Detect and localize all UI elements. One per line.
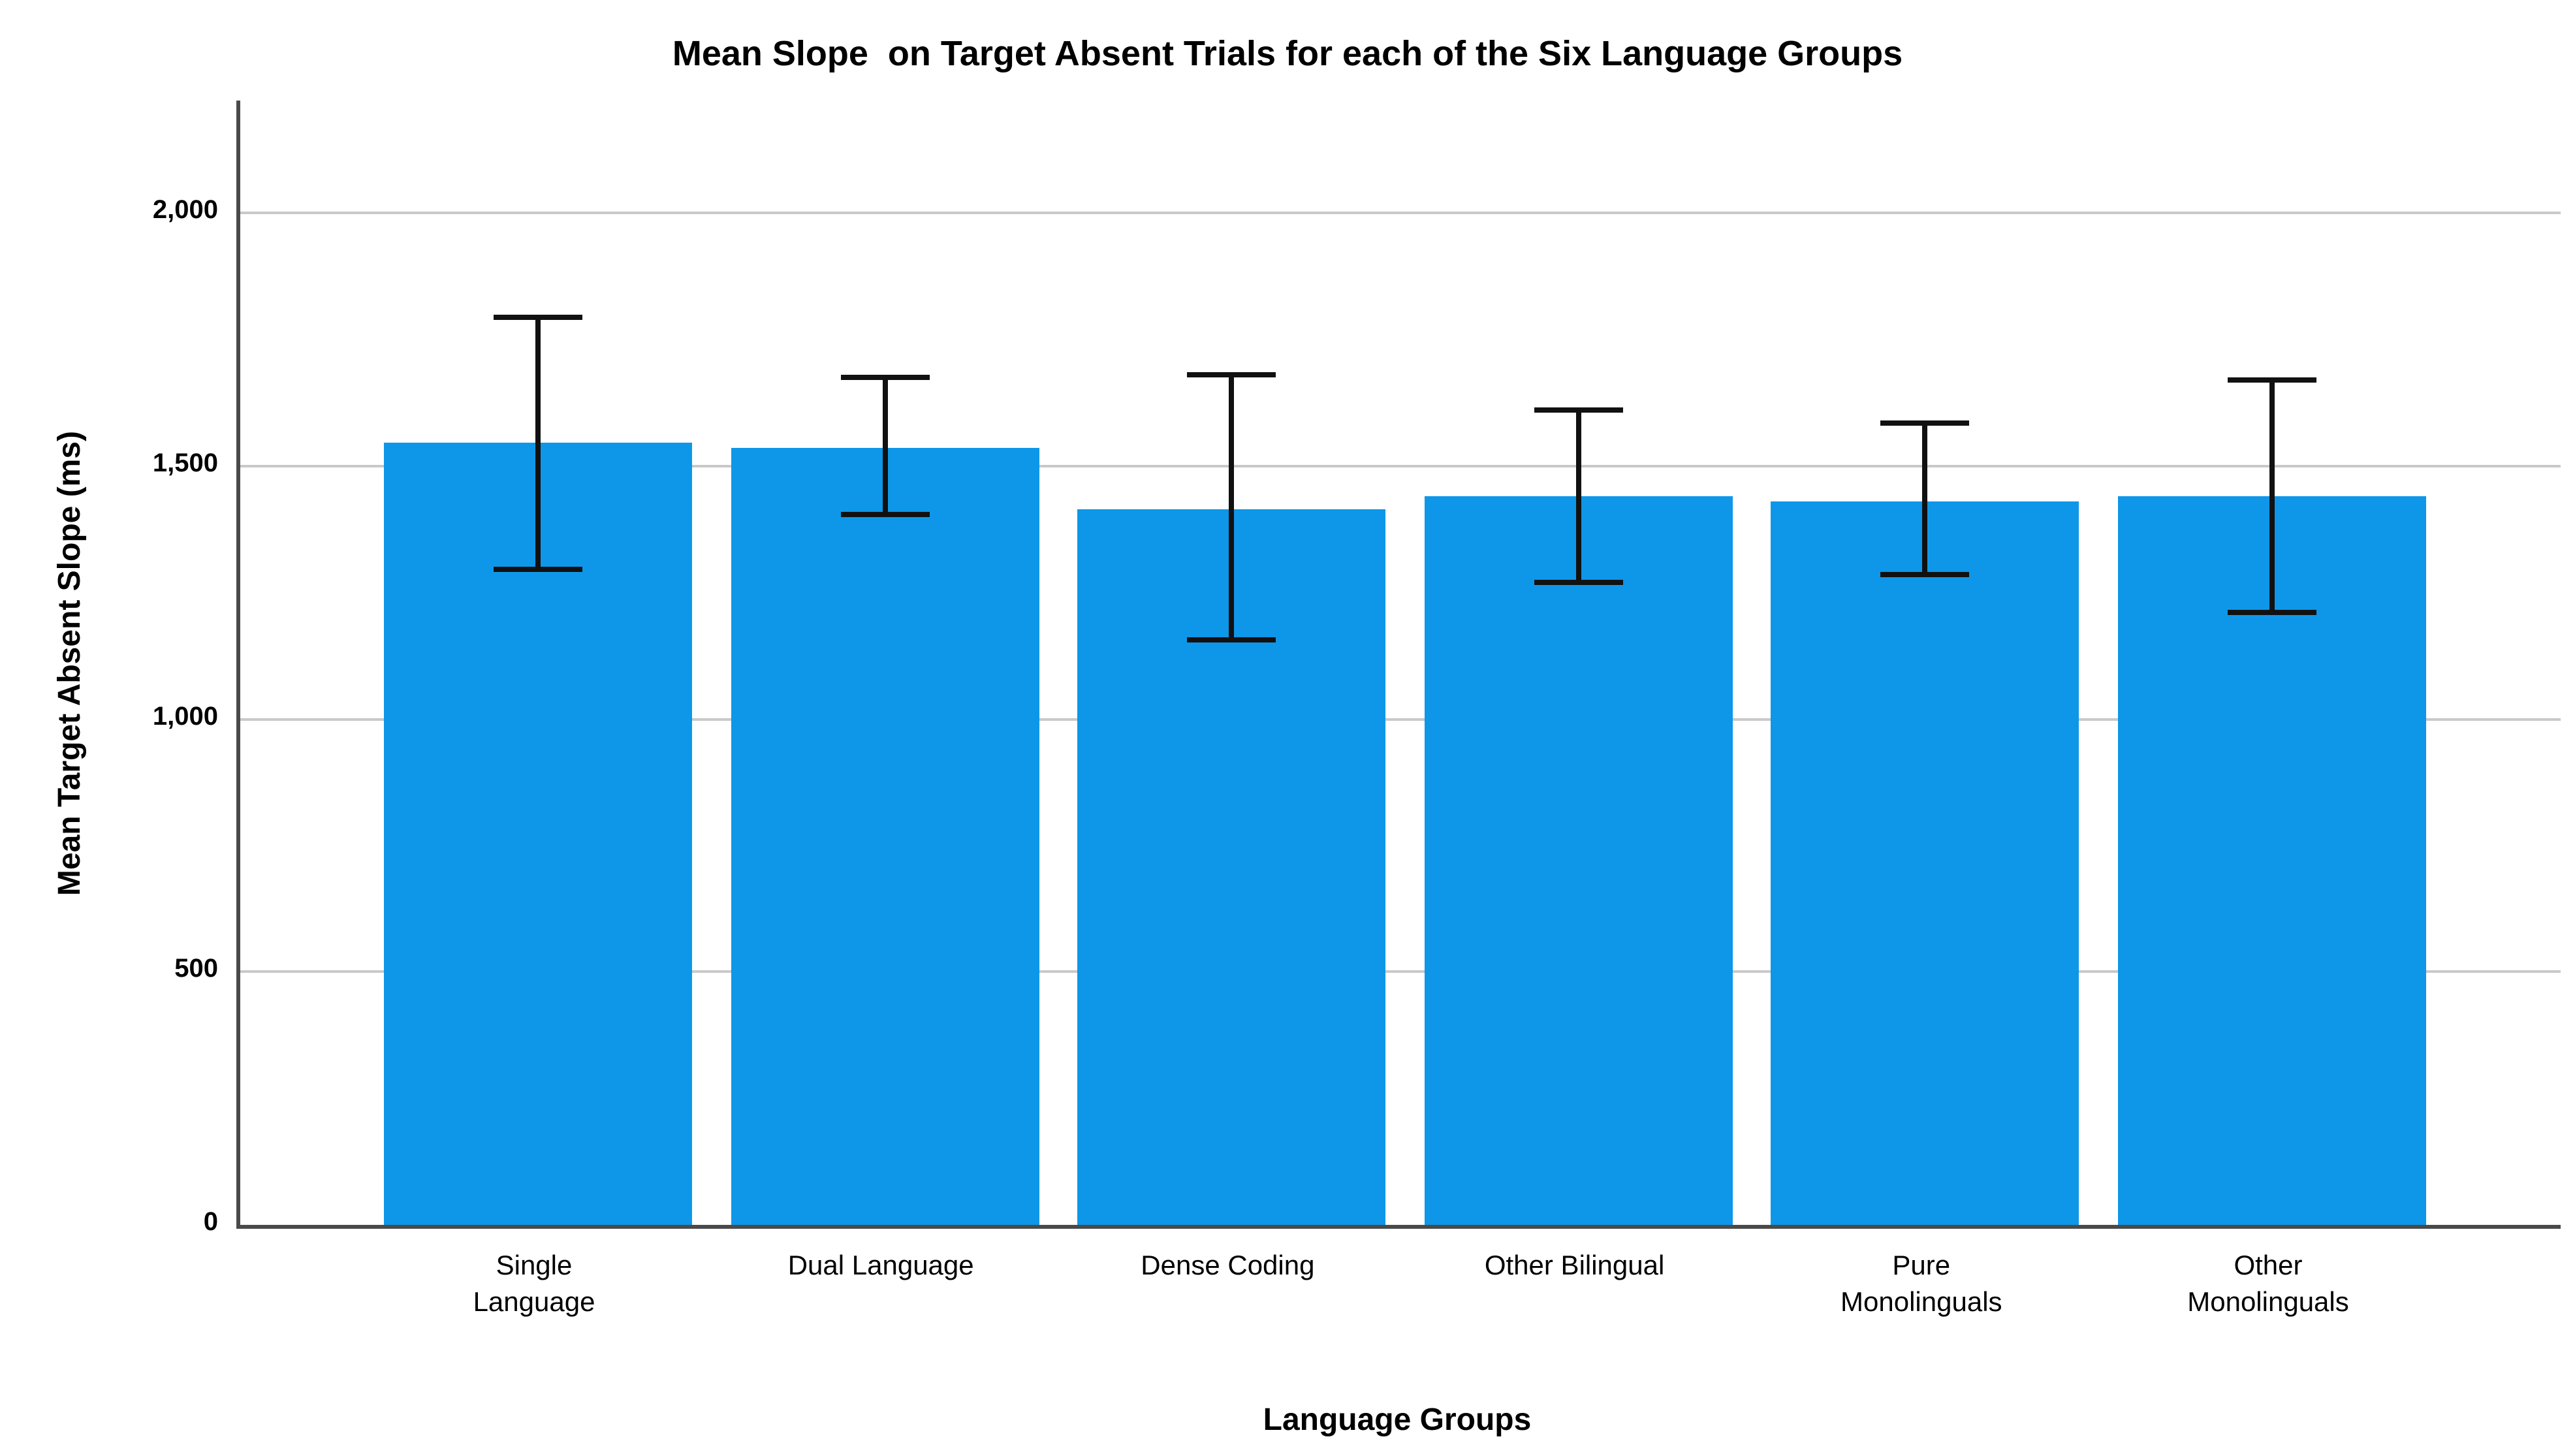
error-cap-high-dense-coding [1187,372,1276,378]
y-tick-label-0: 0 [203,1208,218,1237]
x-category-label-dual-language: Dual Language [698,1248,1064,1286]
bar-pure-monolinguals [1771,501,2079,1225]
x-category-label-line: Single [496,1251,573,1281]
chart-title: Mean Slope on Target Absent Trials for e… [672,34,1903,73]
error-bar-other-bilingual [1575,407,1581,585]
x-category-label-line: Monolinguals [2187,1288,2349,1318]
plot-area [236,101,2561,1229]
bar-other-bilingual [1424,496,1733,1225]
error-bar-other-monolinguals [2269,377,2275,616]
y-tick-label-500: 500 [174,955,218,984]
gridline-1500 [240,464,2561,467]
error-cap-high-pure-monolinguals [1880,420,1970,426]
y-tick-label-1500: 1,500 [152,449,218,478]
bar-single-language [384,443,692,1225]
error-cap-low-pure-monolinguals [1880,572,1970,577]
error-cap-low-single-language [494,567,582,573]
error-cap-high-other-bilingual [1534,407,1623,413]
error-bar-pure-monolinguals [1922,420,1928,577]
x-category-label-line: Other Bilingual [1484,1251,1665,1281]
x-category-label-line: Dense Coding [1141,1251,1315,1281]
x-category-label-pure-monolinguals: Pure Monolinguals [1739,1248,2104,1322]
x-category-label-line: Other [2234,1251,2303,1281]
x-category-label-line: Language [473,1288,595,1318]
gridline-2000 [240,212,2561,215]
y-tick-label-2000: 2,000 [152,196,218,225]
x-category-label-other-bilingual: Other Bilingual [1392,1248,1758,1286]
error-cap-low-other-monolinguals [2228,610,2316,616]
bar-other-monolinguals [2118,496,2426,1225]
error-cap-low-dense-coding [1187,637,1276,643]
x-category-label-dense-coding: Dense Coding [1045,1248,1410,1286]
x-category-label-other-monolinguals: Other Monolinguals [2085,1248,2451,1322]
y-tick-label-1000: 1,000 [152,702,218,731]
x-category-label-line: Pure [1892,1251,1951,1281]
error-cap-high-dual-language [840,375,930,381]
error-cap-low-dual-language [840,511,930,517]
error-cap-high-other-monolinguals [2228,377,2316,383]
x-axis-title: Language Groups [1263,1402,1532,1438]
error-cap-high-single-language [494,314,582,320]
x-category-label-single-language: Single Language [351,1248,717,1322]
gridline-500 [240,970,2561,973]
x-category-label-line: Monolinguals [1840,1288,2002,1318]
error-cap-low-other-bilingual [1534,579,1623,585]
error-bar-single-language [535,314,541,573]
y-axis-title: Mean Target Absent Slope (ms) [52,430,87,896]
error-bar-dual-language [882,375,888,516]
bar-dual-language [731,448,1039,1225]
error-bar-dense-coding [1229,372,1235,643]
x-category-label-line: Dual Language [787,1251,974,1281]
gridline-1000 [240,718,2561,720]
